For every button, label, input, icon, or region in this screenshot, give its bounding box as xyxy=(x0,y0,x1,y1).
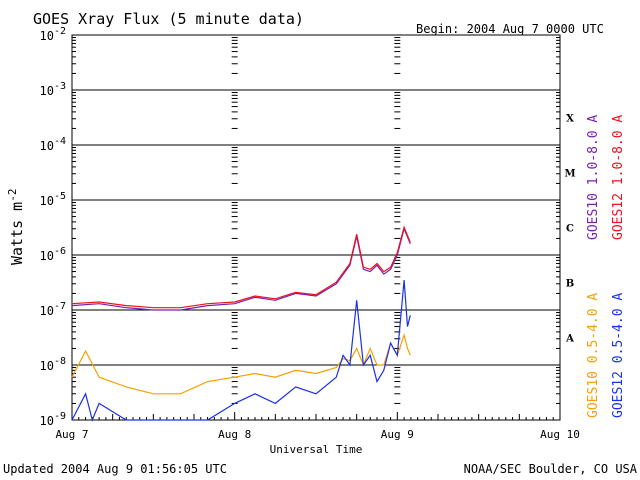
x-tick-label: Aug 9 xyxy=(381,428,414,441)
legend-entry: GOES10 1.0-8.0 A xyxy=(586,115,601,240)
legend-entry: GOES12 0.5-4.0 A xyxy=(611,293,626,418)
y-tick-label: 10-2 xyxy=(40,26,67,43)
y-tick-label: 10-4 xyxy=(40,136,67,153)
series-line xyxy=(71,225,411,309)
flare-class-label: B xyxy=(566,279,574,290)
series-line xyxy=(71,280,411,422)
legend-entry: GOES10 0.5-4.0 A xyxy=(586,293,601,418)
y-tick-label: 10-6 xyxy=(40,246,67,263)
x-tick-labels: Aug 7 Aug 8 Aug 9 Aug 10 xyxy=(55,428,579,441)
legend-entry: GOES12 1.0-8.0 A xyxy=(611,115,626,240)
y-tick-label: 10-5 xyxy=(40,191,67,208)
x-tick-label: Aug 7 xyxy=(55,428,88,441)
y-tick-label: 10-9 xyxy=(40,411,67,428)
minor-tick-marks xyxy=(71,37,561,421)
data-series xyxy=(71,225,411,422)
legend: GOES10 1.0-8.0 A GOES12 1.0-8.0 A GOES10 0… xyxy=(586,115,626,418)
chart-title: GOES Xray Flux (5 minute data) xyxy=(33,10,304,28)
source-credit: NOAA/SEC Boulder, CO USA xyxy=(464,462,638,476)
begin-time: Begin: 2004 Aug 7 0000 UTC xyxy=(416,22,604,36)
plot-frame xyxy=(71,34,561,421)
y-tick-labels: 10-9 10-8 10-7 10-6 10-5 10-4 10-3 10-2 xyxy=(40,26,67,428)
flare-class-label: M xyxy=(564,169,575,180)
x-axis-title: Universal Time xyxy=(270,443,363,456)
updated-timestamp: Updated 2004 Aug 9 01:56:05 UTC xyxy=(3,462,227,476)
series-line xyxy=(71,226,411,311)
y-tick-label: 10-3 xyxy=(40,81,67,98)
flare-class-label: X xyxy=(566,114,574,125)
y-tick-label: 10-7 xyxy=(40,301,67,318)
plot-gridlines xyxy=(72,89,560,366)
y-axis-title: Watts m-2 xyxy=(6,189,26,265)
flare-class-label: C xyxy=(566,224,574,235)
flare-class-label: A xyxy=(565,334,574,345)
series-line xyxy=(71,332,411,395)
x-tick-label: Aug 8 xyxy=(218,428,251,441)
y-axis-title-text: Watts m-2 xyxy=(6,189,26,265)
x-tick-label: Aug 10 xyxy=(540,428,580,441)
y-tick-label: 10-8 xyxy=(40,356,67,373)
flare-class-labels: A B C M X xyxy=(564,114,575,345)
